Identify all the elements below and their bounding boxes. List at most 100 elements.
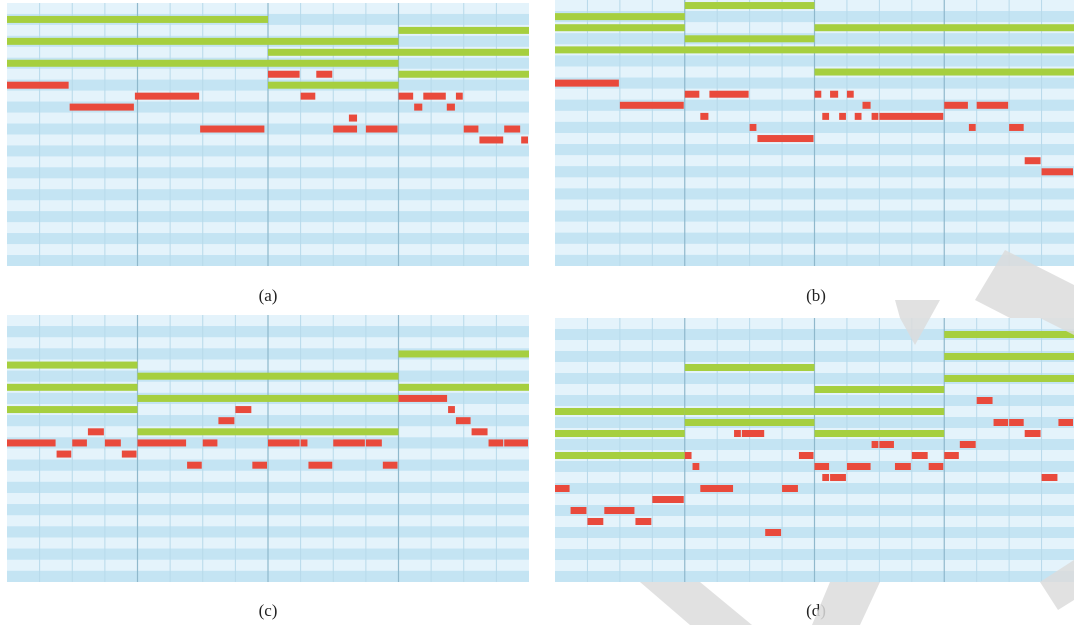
melody-note xyxy=(700,485,734,492)
melody-note xyxy=(446,103,455,111)
melody-note xyxy=(121,450,137,458)
melody-note xyxy=(993,419,1009,426)
melody-note xyxy=(56,450,72,458)
melody-note xyxy=(7,81,69,89)
melody-note xyxy=(879,441,894,448)
chord-note xyxy=(814,68,1074,76)
piano-roll-panel-c xyxy=(7,315,529,582)
melody-note xyxy=(268,439,300,447)
melody-note xyxy=(300,439,308,447)
melody-note xyxy=(684,452,692,459)
melody-note xyxy=(871,112,879,120)
chord-note xyxy=(814,24,1074,32)
melody-note xyxy=(911,452,928,459)
watermark-stroke-lower xyxy=(640,582,752,625)
chord-note xyxy=(398,70,529,78)
melody-note xyxy=(471,428,488,436)
melody-note xyxy=(448,406,455,414)
melody-note xyxy=(488,439,504,447)
melody-note xyxy=(928,463,944,470)
melody-note xyxy=(854,112,862,120)
melody-note xyxy=(894,463,911,470)
chord-note xyxy=(944,331,1074,338)
piano-roll-panel-d xyxy=(555,318,1074,582)
melody-note xyxy=(846,90,854,98)
melody-note xyxy=(252,461,267,469)
melody-note xyxy=(757,135,814,143)
chord-note xyxy=(814,46,1074,54)
caption-b: (b) xyxy=(806,286,826,305)
caption-a: (a) xyxy=(258,286,278,305)
chord-note xyxy=(684,35,815,43)
melody-note xyxy=(423,92,446,100)
melody-note xyxy=(365,439,382,447)
chord-note xyxy=(814,408,945,415)
melody-note xyxy=(839,112,846,120)
melody-note xyxy=(348,114,358,122)
melody-note xyxy=(765,529,782,536)
chord-note xyxy=(7,406,138,414)
piano-roll-panel-a xyxy=(7,3,529,266)
melody-note xyxy=(570,507,587,514)
melody-note xyxy=(268,70,300,78)
chord-note xyxy=(555,452,685,459)
melody-note xyxy=(104,439,121,447)
melody-note xyxy=(218,417,235,425)
melody-note xyxy=(830,90,839,98)
melody-note xyxy=(587,518,604,525)
melody-note xyxy=(202,439,218,447)
chord-note xyxy=(268,372,399,380)
melody-note xyxy=(479,136,504,144)
melody-note xyxy=(798,452,814,459)
piano-roll-c xyxy=(7,315,529,582)
melody-note xyxy=(846,463,871,470)
chord-note xyxy=(137,372,268,380)
melody-note xyxy=(137,439,187,447)
melody-note xyxy=(504,125,521,133)
melody-note xyxy=(1024,157,1041,165)
chord-note xyxy=(268,394,399,402)
melody-note xyxy=(604,507,635,514)
melody-note xyxy=(968,123,976,131)
chord-note xyxy=(814,386,945,393)
melody-note xyxy=(734,430,741,437)
piano-roll-panel-b xyxy=(555,0,1074,266)
melody-note xyxy=(398,92,414,100)
caption-d: (d) xyxy=(806,601,826,620)
melody-note xyxy=(455,92,463,100)
melody-note xyxy=(879,112,944,120)
melody-note xyxy=(308,461,333,469)
chord-note xyxy=(944,353,1074,360)
melody-note xyxy=(398,394,448,402)
melody-note xyxy=(463,125,479,133)
chord-note xyxy=(555,430,685,437)
melody-note xyxy=(555,485,570,492)
melody-note xyxy=(72,439,87,447)
melody-note xyxy=(862,101,871,109)
caption-c: (c) xyxy=(258,601,278,620)
chord-note xyxy=(398,383,529,391)
melody-note xyxy=(944,452,959,459)
chord-note xyxy=(398,350,529,358)
melody-note xyxy=(235,406,252,414)
chord-note xyxy=(398,48,529,56)
melody-note xyxy=(1041,474,1058,481)
melody-note xyxy=(555,79,619,87)
melody-note xyxy=(1009,419,1024,426)
chord-note xyxy=(7,361,138,369)
melody-note xyxy=(1041,168,1073,176)
chord-note xyxy=(268,81,399,89)
melody-note xyxy=(1009,123,1024,131)
melody-note xyxy=(814,90,822,98)
melody-note xyxy=(709,90,749,98)
chord-note xyxy=(398,26,529,34)
melody-note xyxy=(822,474,830,481)
chord-note xyxy=(7,37,399,45)
melody-note xyxy=(700,112,709,120)
chord-note xyxy=(555,46,815,54)
melody-note xyxy=(1058,419,1073,426)
melody-note xyxy=(333,125,358,133)
chord-note xyxy=(555,408,685,415)
chord-note xyxy=(7,59,399,67)
melody-note xyxy=(365,125,398,133)
